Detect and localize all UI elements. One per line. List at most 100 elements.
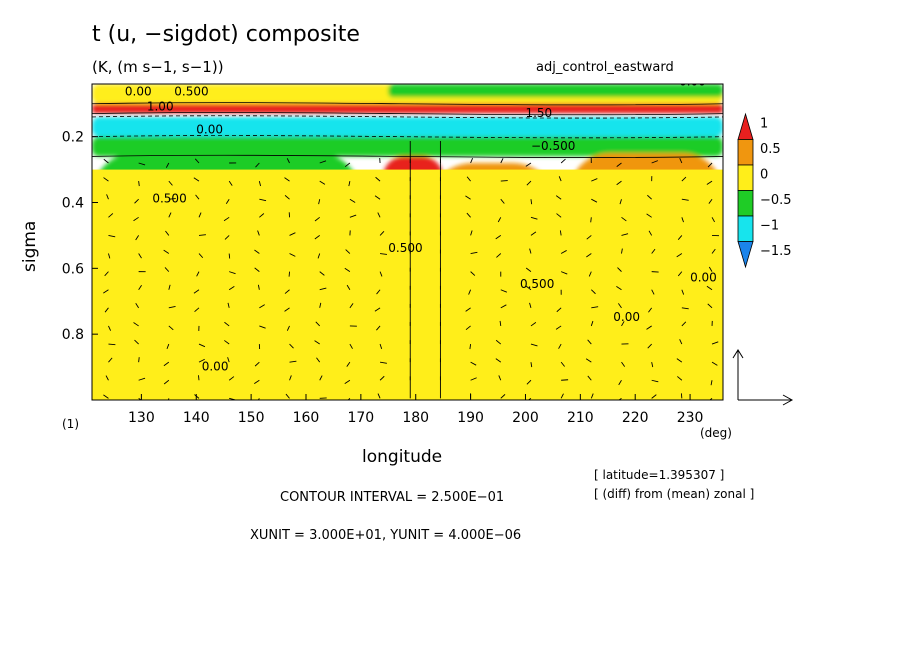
contour-line	[92, 115, 723, 119]
vector-arrow	[616, 180, 622, 186]
vector-arrow	[319, 271, 325, 276]
contour-label: 0.00	[202, 359, 229, 373]
vector-arrow	[588, 271, 592, 277]
vector-arrow	[621, 233, 629, 236]
vector-arrow	[138, 162, 146, 166]
vector-arrow	[651, 160, 658, 164]
vector-arrow	[138, 397, 142, 400]
vector-arrow	[586, 235, 592, 240]
vector-arrow	[470, 377, 477, 381]
vector-arrow	[315, 321, 321, 327]
y-axis-title: sigma	[20, 220, 40, 272]
contour-line	[92, 154, 723, 158]
vector-arrow	[379, 361, 387, 364]
vector-arrow	[500, 289, 508, 293]
vector-arrow	[168, 325, 174, 331]
vector-arrow	[529, 248, 532, 254]
vector-arrow	[529, 302, 532, 308]
vector-arrow	[133, 322, 139, 327]
vector-arrow	[587, 339, 592, 345]
vector-arrow	[285, 393, 290, 399]
vector-arrow	[259, 213, 265, 218]
vector-arrow	[586, 253, 592, 258]
vector-arrow	[707, 162, 713, 168]
vector-arrow	[496, 253, 502, 258]
vector-arrow	[103, 177, 109, 182]
vector-arrow	[284, 307, 290, 312]
vector-arrow	[168, 305, 176, 309]
vector-arrow	[646, 325, 652, 330]
vector-reference-arrows	[732, 349, 794, 406]
vector-arrow	[677, 376, 683, 381]
vector-arrow	[560, 271, 568, 275]
colorbar-label: −0.5	[760, 193, 792, 208]
vector-arrow	[500, 198, 505, 204]
vector-arrow	[319, 287, 327, 291]
vector-arrow	[681, 307, 689, 310]
vector-arrow	[379, 230, 385, 236]
x-tick-label: 200	[512, 410, 539, 426]
vector-arrow	[500, 158, 504, 164]
vector-arrow	[498, 375, 502, 381]
vector-arrow	[525, 162, 532, 167]
vector-arrow	[556, 213, 562, 218]
chart-subtitle: (K, (m s−1, s−1))	[92, 58, 224, 76]
vector-arrow	[254, 361, 260, 367]
contour-label: 0.00	[196, 122, 223, 136]
vector-arrow	[254, 267, 260, 272]
vector-arrow	[134, 339, 139, 345]
vector-arrow	[559, 230, 562, 236]
x-tick-label: 210	[567, 410, 594, 426]
vector-arrow	[587, 375, 592, 381]
vector-arrow	[227, 357, 230, 363]
vector-arrow	[710, 380, 713, 386]
vector-arrow	[530, 322, 537, 327]
vector-arrow	[466, 176, 471, 182]
vector-arrow	[168, 284, 171, 290]
vector-arrow	[194, 307, 200, 313]
vector-arrow	[560, 361, 565, 367]
vector-arrow	[617, 267, 622, 272]
vector-arrow	[591, 198, 598, 203]
vector-arrow	[316, 357, 321, 363]
vector-arrow	[558, 176, 562, 182]
contour-label: 0.500	[520, 277, 554, 291]
vector-arrow	[104, 271, 109, 277]
contour-label: 0.00	[690, 271, 717, 285]
vector-arrow	[168, 398, 170, 400]
contour-line	[92, 135, 723, 139]
vector-arrow	[465, 307, 471, 312]
vector-arrow	[138, 181, 140, 187]
vector-arrow	[560, 158, 566, 164]
vector-arrow	[465, 325, 471, 331]
colorbar-segment	[737, 139, 754, 166]
vector-arrow	[499, 320, 502, 327]
y-tick-label: 0.2	[62, 130, 84, 146]
vector-arrow	[289, 343, 294, 349]
vector-arrow	[228, 180, 233, 186]
vector-arrow	[379, 271, 383, 277]
vector-arrow	[590, 320, 594, 327]
vector-arrow	[165, 230, 170, 236]
vector-arrow	[227, 302, 230, 308]
vector-arrow	[681, 176, 687, 182]
contour-label: 0.500	[388, 241, 422, 255]
plot-frame	[91, 83, 724, 401]
x-axis: 130 140 150 160 170 180 190 200 210 220 230	[128, 394, 703, 426]
x-unit-label: (deg)	[700, 426, 732, 440]
vector-arrow	[284, 177, 290, 182]
vector-arrow	[616, 162, 622, 168]
vector-arrow	[709, 398, 713, 400]
vector-arrow	[104, 307, 109, 313]
vector-arrow	[108, 213, 114, 218]
x-tick-label: 230	[677, 410, 704, 426]
vector-arrow	[560, 393, 564, 399]
vector-arrow	[254, 379, 260, 385]
vector-arrow	[469, 343, 472, 350]
vector-arrow	[648, 307, 653, 313]
vector-arrow	[619, 199, 622, 205]
chart-title: t (u, −sigdot) composite	[92, 22, 360, 47]
vector-arrow	[497, 217, 502, 223]
vector-arrow	[223, 216, 230, 222]
